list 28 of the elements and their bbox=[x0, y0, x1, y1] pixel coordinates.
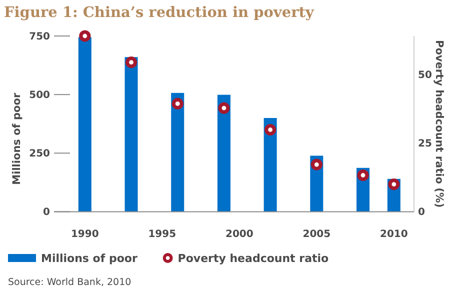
y2-tick-label: 25 bbox=[418, 138, 432, 150]
x-tick-label: 1995 bbox=[148, 229, 176, 240]
point bbox=[218, 102, 230, 114]
legend-label: Millions of poor bbox=[41, 252, 138, 265]
y-axis-title: Millions of poor bbox=[11, 92, 23, 185]
bar bbox=[264, 118, 277, 212]
y2-axis-title: Poverty headcount ratio (%) bbox=[433, 40, 445, 208]
bar bbox=[78, 37, 92, 212]
point bbox=[125, 56, 138, 68]
point bbox=[264, 124, 276, 136]
y2-tick-label: 50 bbox=[418, 70, 432, 82]
x-tick-label: 1990 bbox=[70, 229, 99, 240]
point bbox=[79, 30, 91, 42]
y-tick-label: 500 bbox=[29, 90, 50, 102]
bar bbox=[171, 92, 184, 212]
y-tick-label: 750 bbox=[29, 32, 50, 42]
source-note: Source: World Bank, 2010 bbox=[8, 277, 132, 288]
legend-label: Poverty headcount ratio bbox=[178, 252, 330, 265]
y2-tick-label: 0 bbox=[418, 207, 425, 218]
x-tick-label: 2010 bbox=[380, 229, 408, 240]
bar bbox=[217, 94, 230, 212]
chart-title: Figure 1: China’s reduction in poverty bbox=[4, 4, 314, 21]
x-tick-label: 2000 bbox=[225, 229, 254, 240]
bar bbox=[124, 57, 138, 212]
y-tick-label: 0 bbox=[43, 207, 50, 218]
x-tick-label: 2005 bbox=[302, 229, 331, 240]
y-tick-label: 250 bbox=[29, 148, 50, 160]
point bbox=[388, 178, 400, 190]
